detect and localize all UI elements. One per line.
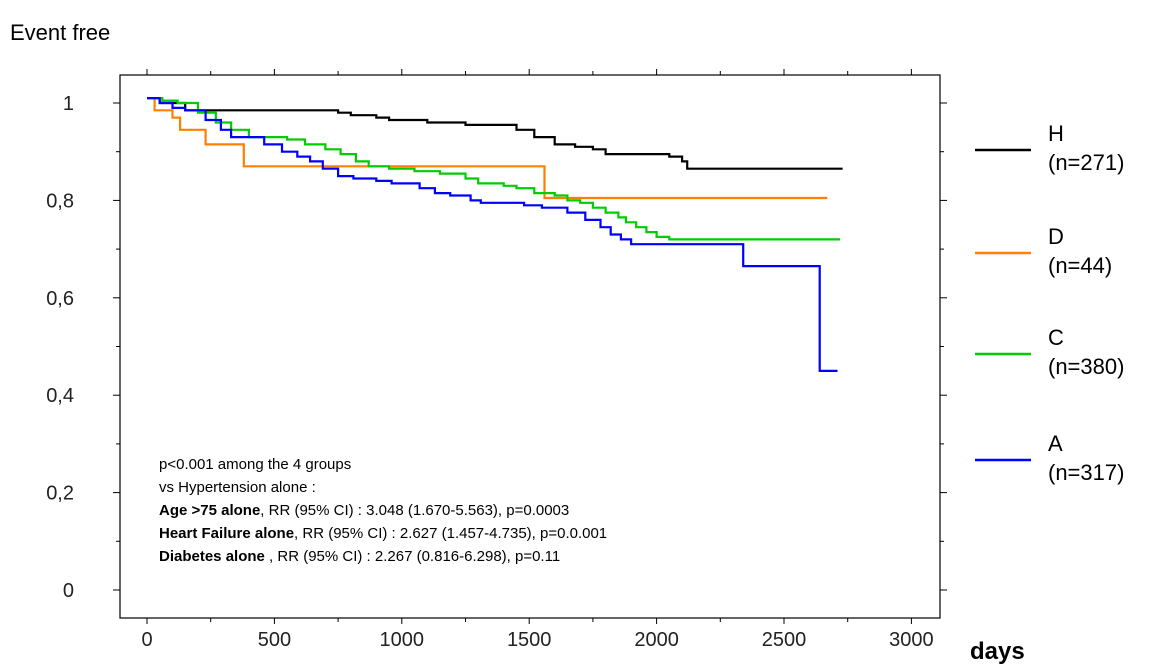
legend-count-a: (n=317)	[1048, 460, 1124, 485]
axis-ticks	[113, 69, 947, 624]
annotation-text: , RR (95% CI) : 2.267 (0.816-6.298), p=0…	[265, 548, 560, 565]
series-line-c	[147, 97, 841, 241]
series-line-a	[147, 97, 838, 372]
annotation-line: Heart Failure alone, RR (95% CI) : 2.627…	[159, 525, 607, 542]
stats-annotation: p<0.001 among the 4 groups vs Hypertensio…	[159, 456, 607, 565]
y-tick-label: 1	[63, 93, 74, 115]
y-tick-label: 0,8	[46, 190, 74, 212]
y-tick-label: 0	[63, 580, 74, 602]
legend-count-h: (n=271)	[1048, 150, 1124, 175]
legend-label-a: A	[1048, 431, 1063, 456]
annotation-text: , RR (95% CI) : 2.627 (1.457-4.735), p=0…	[294, 525, 607, 542]
annotation-bold: Age >75 alone	[159, 502, 260, 519]
y-tick-label: 0,2	[46, 483, 74, 505]
y-axis-title: Event free	[10, 20, 110, 45]
legend-label-c: C	[1048, 325, 1064, 350]
legend-count-d: (n=44)	[1048, 253, 1112, 278]
x-axis-title: days	[970, 638, 1025, 665]
legend-count-c: (n=380)	[1048, 354, 1124, 379]
x-tick-label: 2000	[634, 629, 679, 651]
annotation-text: , RR (95% CI) : 3.048 (1.670-5.563), p=0…	[260, 502, 569, 519]
x-tick-label: 3000	[889, 629, 934, 651]
series-lines	[147, 97, 843, 372]
annotation-text: vs Hypertension alone :	[159, 479, 316, 496]
x-tick-label: 500	[258, 629, 291, 651]
x-tick-label: 1000	[380, 629, 425, 651]
annotation-line: vs Hypertension alone :	[159, 479, 316, 496]
annotation-line: Age >75 alone, RR (95% CI) : 3.048 (1.67…	[159, 502, 569, 519]
series-line-h	[147, 97, 843, 170]
x-tick-label: 2500	[762, 629, 807, 651]
series-line-d	[147, 97, 828, 200]
x-tick-label: 1500	[507, 629, 552, 651]
axis-tick-labels: 0 500 1000 1500 2000 2500 3000 0 0,2 0,4 0,6 0,8 1	[46, 93, 933, 651]
legend-label-h: H	[1048, 121, 1064, 146]
annotation-text: p<0.001 among the 4 groups	[159, 456, 351, 473]
annotation-line: p<0.001 among the 4 groups	[159, 456, 351, 473]
legend: H (n=271) D (n=44) C (n=380) A (n=317)	[975, 121, 1124, 485]
annotation-bold: Diabetes alone	[159, 548, 265, 565]
y-tick-label: 0,4	[46, 385, 74, 407]
legend-label-d: D	[1048, 224, 1064, 249]
annotation-line: Diabetes alone , RR (95% CI) : 2.267 (0.…	[159, 548, 560, 565]
y-tick-label: 0,6	[46, 288, 74, 310]
annotation-bold: Heart Failure alone	[159, 525, 294, 542]
x-tick-label: 0	[141, 629, 152, 651]
